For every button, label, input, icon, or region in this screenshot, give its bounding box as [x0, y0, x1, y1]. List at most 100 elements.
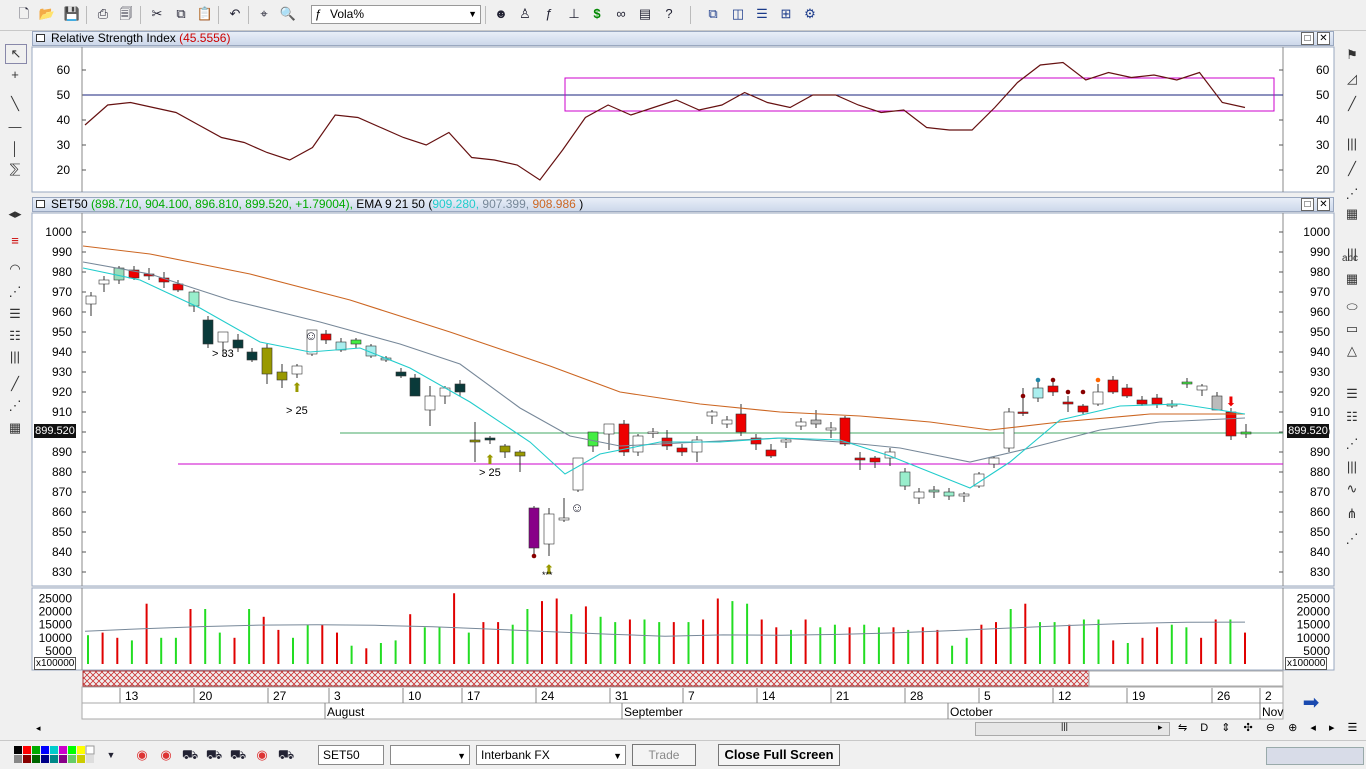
help-icon[interactable]: ?	[665, 6, 673, 21]
wave-icon[interactable]: ∿	[1346, 481, 1358, 496]
pointer-icon[interactable]: ↖	[5, 44, 27, 64]
candle	[232, 339, 244, 349]
ray-icon[interactable]: ╱	[11, 376, 19, 391]
trend-channel-icon[interactable]: ≡	[11, 233, 19, 248]
scroll-arrows-icon[interactable]: ◂▸	[8, 206, 22, 221]
wizard-icon[interactable]: ♙	[519, 6, 531, 21]
indicator-select[interactable]: ƒ Vola% ▼	[311, 5, 481, 24]
browser-icon[interactable]: ◉	[256, 747, 268, 762]
crosshair-icon[interactable]: ⌖	[260, 6, 268, 21]
rectangle-icon[interactable]: ▭	[1345, 321, 1359, 336]
scroll-right-icon[interactable]: ▸	[1158, 722, 1163, 732]
candle	[913, 491, 925, 499]
ellipse-icon[interactable]: ⬭	[1346, 299, 1358, 314]
print-preview-icon[interactable]: 🗐	[119, 6, 133, 21]
browser-icon[interactable]: ◉	[136, 747, 148, 762]
candle	[632, 435, 644, 453]
pattern-icon[interactable]: ▦	[8, 420, 22, 435]
channel-icon[interactable]: |||	[1346, 136, 1358, 151]
fib-ext-right-icon[interactable]: ☷	[1346, 409, 1358, 424]
candle	[943, 491, 955, 497]
horizontal-line-icon[interactable]: —	[8, 119, 22, 134]
grid-icon[interactable]: ⊞	[780, 6, 792, 21]
table-icon[interactable]: ▦	[1345, 271, 1359, 286]
scanner-icon[interactable]: ⛟	[277, 747, 295, 762]
close-icon[interactable]: ✕	[1317, 198, 1330, 211]
ray-right-icon[interactable]: ╱	[1348, 161, 1356, 176]
dollar-icon[interactable]: $	[593, 6, 601, 21]
diagonal-line-icon[interactable]: ╱	[1348, 96, 1356, 111]
fib-right-icon[interactable]: ☰	[1346, 386, 1358, 401]
fib-extension-icon[interactable]: ☷	[9, 328, 21, 343]
person-icon[interactable]: ☻	[494, 6, 508, 21]
candle	[1151, 397, 1163, 405]
cut-icon[interactable]: ✂	[151, 6, 163, 21]
text-abc-icon[interactable]: abc	[1341, 253, 1359, 264]
cross-icon[interactable]: +	[11, 67, 19, 82]
flag-icon[interactable]: ⚑	[1346, 47, 1358, 62]
symbol-input[interactable]: SET50	[318, 745, 384, 765]
arc-icon[interactable]: ◠	[9, 261, 21, 276]
fibonacci-icon[interactable]: ☰	[9, 306, 21, 321]
volume-tick-right: 20000	[1297, 605, 1331, 619]
undo-icon[interactable]: ↶	[229, 6, 241, 21]
zoom-icon[interactable]: 🔍	[279, 6, 297, 21]
triangle-icon[interactable]: ◿	[1347, 71, 1357, 86]
close-icon[interactable]: ✕	[1317, 32, 1330, 45]
horizontal-scrollbar[interactable]: |||	[975, 721, 1170, 736]
browser-icon[interactable]: ◉	[160, 747, 172, 762]
candle	[973, 473, 985, 487]
vertical-line-icon[interactable]: │	[10, 141, 20, 156]
scroll-left-icon[interactable]: ◂	[36, 723, 41, 733]
pattern-right-icon[interactable]: ▦	[1345, 206, 1359, 221]
scanner-icon[interactable]: ⛟	[181, 747, 199, 762]
tile-vertical-icon[interactable]: ◫	[731, 6, 745, 21]
scroll-right-arrow-icon[interactable]: ➡	[1302, 692, 1320, 714]
window-cascade-icon[interactable]: ⧉	[708, 6, 718, 21]
period-select[interactable]: ▼	[390, 745, 470, 765]
feed-select[interactable]: Interbank FX ▼	[476, 745, 626, 765]
open-icon[interactable]: 📂	[38, 6, 56, 21]
tree-icon[interactable]: ⊥	[568, 6, 580, 21]
candle	[1225, 411, 1237, 437]
cycle-lines-icon[interactable]: |||	[1346, 459, 1358, 474]
paste-icon[interactable]: 📋	[196, 6, 214, 21]
pitchfork-icon[interactable]: ⋔	[1346, 506, 1358, 521]
fan-right-icon[interactable]: ⋰	[1345, 186, 1359, 201]
zoom-controls[interactable]: ⇋ D ⇕ ✣ ⊖ ⊕ ◂ ▸ ☰	[1178, 722, 1363, 734]
triangle-up-icon[interactable]: △	[1347, 343, 1357, 358]
scanner-icon[interactable]: ⛟	[229, 747, 247, 762]
palette-dropdown-icon[interactable]: ▼	[106, 750, 116, 760]
binoculars-icon[interactable]: ∞	[616, 6, 626, 21]
new-icon[interactable]: 🗋	[18, 6, 30, 21]
tile-horizontal-icon[interactable]: ☰	[756, 6, 768, 21]
close-full-screen-button[interactable]: Close Full Screen	[718, 744, 840, 766]
function-icon[interactable]: ƒ	[545, 6, 553, 21]
x-day-label: 2	[1265, 689, 1272, 703]
x-day-label: 13	[125, 689, 139, 703]
save-icon[interactable]: 💾	[63, 6, 81, 21]
speed-lines-icon[interactable]: ⋰	[1345, 436, 1359, 451]
symbol-label: SET50	[51, 197, 88, 211]
color-palette[interactable]	[14, 745, 98, 765]
signal-dot	[1065, 389, 1071, 395]
fan-icon[interactable]: ⋰	[8, 284, 22, 299]
volume-tick-right: 25000	[1297, 592, 1331, 606]
scanner-icon[interactable]: ⛟	[205, 747, 223, 762]
maximize-icon[interactable]: □	[1301, 32, 1314, 45]
text-tool-icon[interactable]: ⅀	[9, 161, 21, 176]
line-icon[interactable]: ╲	[11, 96, 19, 111]
maximize-icon[interactable]: □	[1301, 198, 1314, 211]
settings-icon[interactable]: ⚙	[804, 6, 816, 21]
gann-fan-icon[interactable]: ⋰	[8, 398, 22, 413]
trade-button[interactable]: Trade	[632, 744, 696, 766]
form-icon[interactable]: ▤	[638, 6, 652, 21]
chart-area[interactable]: 60 60 50 50 40 40 30 30 20 20 1000 1000 990 990 980 98…	[0, 0, 1366, 740]
price-tick-left: 880	[52, 465, 72, 479]
drawing-tools-right: ⚑ ◿ ╱ ||| ╱ ⋰ ▦ ||| abc ▦ ⬭ ▭ △ ☰ ☷ ⋰ ||…	[1338, 40, 1366, 560]
fan-lines-icon[interactable]: ⋰	[1345, 531, 1359, 546]
cycles-icon[interactable]: |||	[9, 349, 21, 364]
copy-icon[interactable]: ⧉	[176, 6, 186, 21]
vertical-lines-icon[interactable]: |||	[1346, 246, 1358, 261]
print-icon[interactable]: ⎙	[97, 6, 109, 21]
